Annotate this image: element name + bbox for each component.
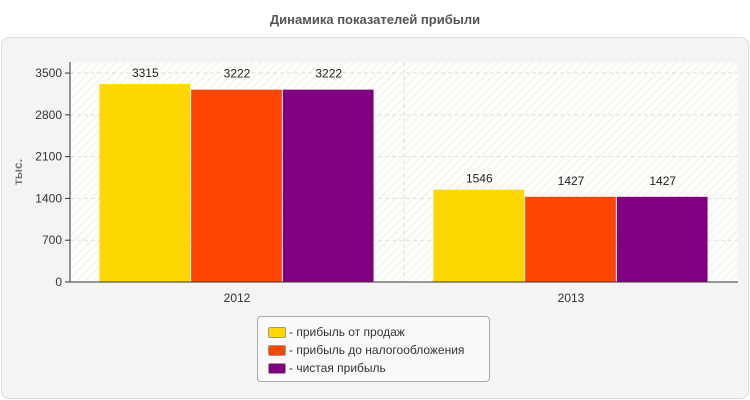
bar — [99, 84, 191, 282]
legend-item[interactable]: - прибыль до налогообложения — [258, 341, 489, 359]
bar — [191, 89, 282, 283]
legend-swatch — [268, 344, 286, 356]
y-tick-label: 1400 — [35, 191, 62, 205]
legend-item[interactable]: - чистая прибыль — [258, 359, 489, 377]
bar — [616, 196, 708, 282]
data-label: 3222 — [315, 67, 342, 81]
y-tick-label: 700 — [42, 233, 62, 247]
legend-swatch — [268, 326, 286, 338]
data-label: 1427 — [558, 174, 585, 188]
x-tick-label: 2013 — [558, 291, 585, 305]
data-label: 1546 — [466, 172, 493, 186]
legend-label: - прибыль от продаж — [289, 325, 405, 339]
legend-label: - прибыль до налогообложения — [289, 343, 465, 357]
data-label: 3222 — [224, 67, 251, 81]
y-tick-label: 2100 — [35, 150, 62, 164]
x-tick-label: 2012 — [224, 291, 251, 305]
legend-label: - чистая прибыль — [289, 361, 386, 375]
y-axis-label: тыс. — [11, 159, 25, 185]
data-label: 1427 — [649, 174, 676, 188]
y-tick-label: 2800 — [35, 108, 62, 122]
legend: - прибыль от продаж - прибыль до налогооб… — [257, 316, 490, 382]
bar — [433, 189, 525, 282]
legend-item[interactable]: - прибыль от продаж — [258, 323, 489, 341]
legend-swatch — [268, 362, 286, 374]
bar — [525, 196, 616, 282]
data-label: 3315 — [132, 66, 159, 80]
bar — [282, 89, 374, 283]
y-tick-label: 3500 — [35, 66, 62, 80]
chart-title: Динамика показателей прибыли — [269, 12, 481, 27]
y-tick-label: 0 — [55, 275, 62, 289]
